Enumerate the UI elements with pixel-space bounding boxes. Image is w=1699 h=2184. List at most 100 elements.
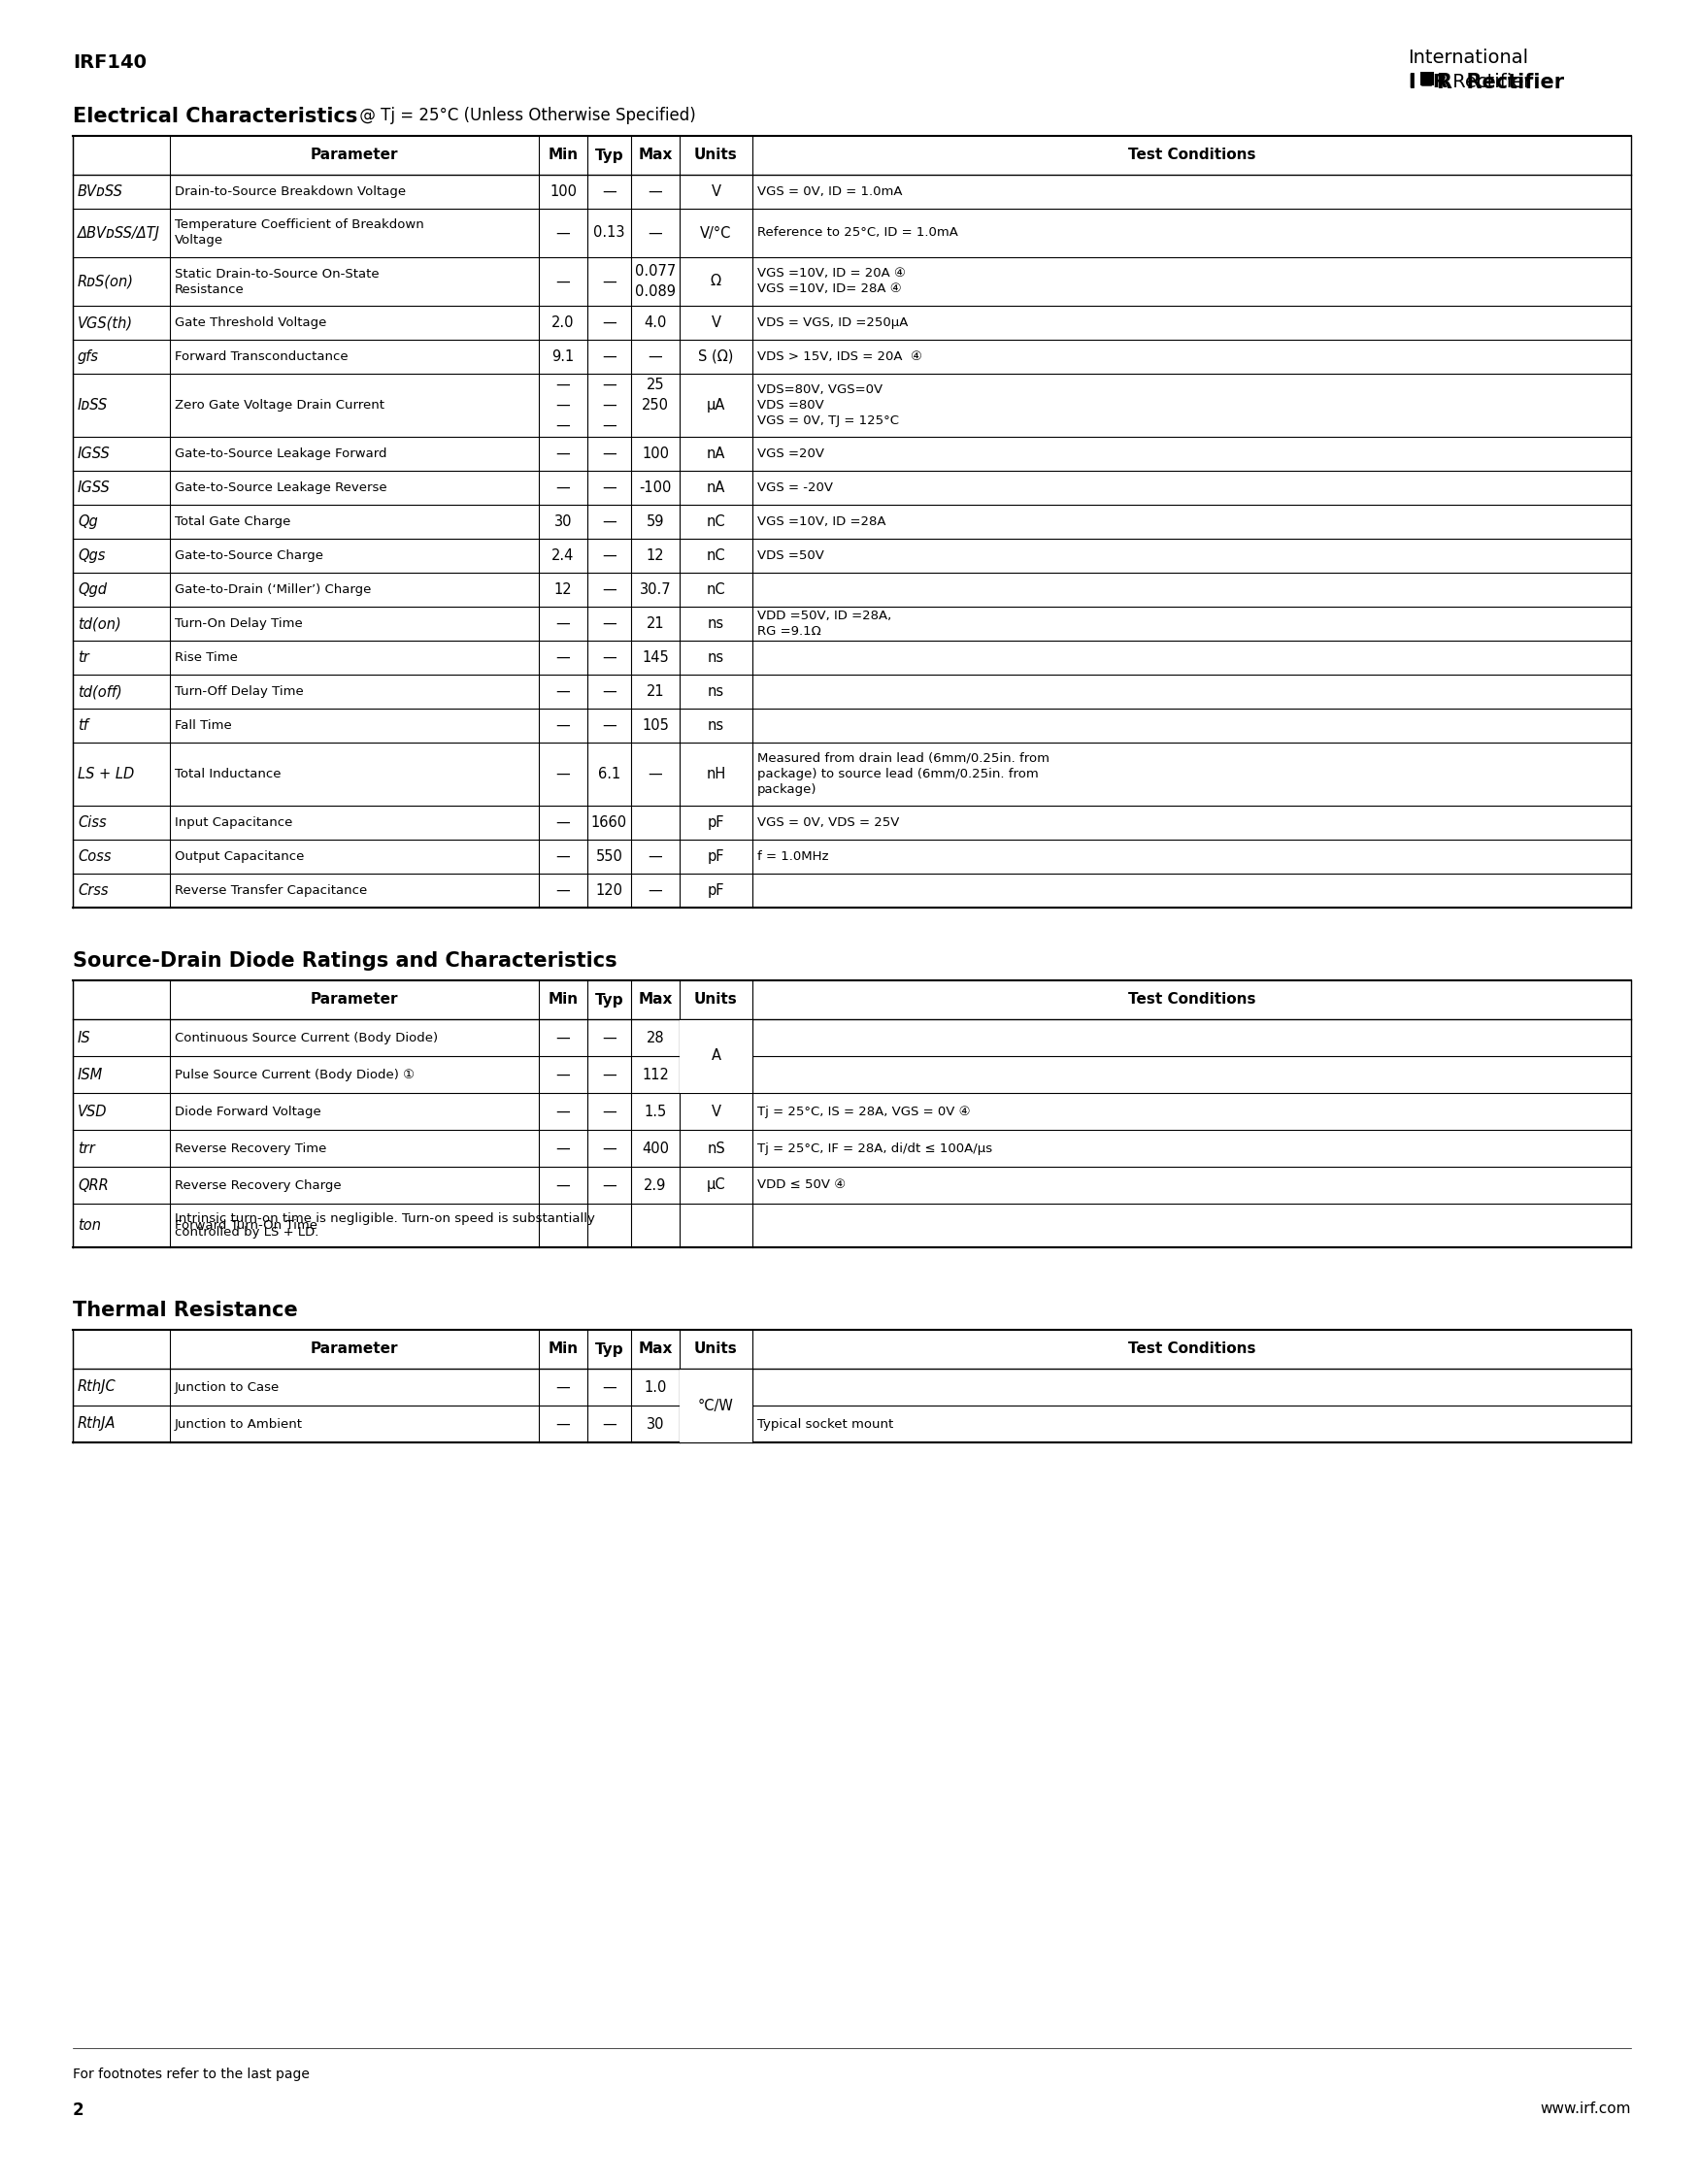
Text: Tj = 25°C, IS = 28A, VGS = 0V ④: Tj = 25°C, IS = 28A, VGS = 0V ④: [758, 1105, 970, 1118]
Text: nC: nC: [707, 515, 725, 529]
Text: V/°C: V/°C: [700, 225, 732, 240]
Text: ΔBVᴅSS/ΔTJ: ΔBVᴅSS/ΔTJ: [78, 225, 160, 240]
Text: Coss: Coss: [78, 850, 110, 865]
Text: VDS =50V: VDS =50V: [758, 550, 824, 561]
Text: Crss: Crss: [78, 882, 109, 898]
Text: RthJA: RthJA: [78, 1417, 116, 1431]
Text: IGSS: IGSS: [78, 480, 110, 496]
Text: VGS(th): VGS(th): [78, 314, 133, 330]
Text: Total Gate Charge: Total Gate Charge: [175, 515, 291, 529]
Text: Fall Time: Fall Time: [175, 719, 231, 732]
Text: 550: 550: [596, 850, 624, 865]
Text: 4.0: 4.0: [644, 314, 666, 330]
Text: 100: 100: [549, 183, 576, 199]
Text: tf: tf: [78, 719, 88, 734]
Text: nA: nA: [707, 446, 725, 461]
Text: 59: 59: [646, 515, 664, 529]
Bar: [680, 1369, 753, 1441]
Text: Static Drain-to-Source On-State
Resistance: Static Drain-to-Source On-State Resistan…: [175, 266, 379, 295]
Text: —: —: [601, 446, 617, 461]
Text: S (Ω): S (Ω): [698, 349, 734, 365]
Text: Total Inductance: Total Inductance: [175, 769, 280, 780]
Text: VDS > 15V, IDS = 20A  ④: VDS > 15V, IDS = 20A ④: [758, 349, 923, 363]
Text: Rectifier: Rectifier: [1446, 72, 1531, 92]
Text: —: —: [601, 1380, 617, 1393]
Text: —: —: [601, 275, 617, 288]
Text: Gate-to-Source Charge: Gate-to-Source Charge: [175, 550, 323, 561]
Text: Gate-to-Drain (‘Miller’) Charge: Gate-to-Drain (‘Miller’) Charge: [175, 583, 372, 596]
Text: —: —: [556, 1417, 571, 1431]
Text: 21: 21: [646, 616, 664, 631]
Text: 2.0: 2.0: [552, 314, 574, 330]
Text: Typ: Typ: [595, 992, 624, 1007]
Bar: [680, 1020, 753, 1092]
Text: IᴅSS: IᴅSS: [78, 397, 109, 413]
Text: —: —: [556, 480, 571, 496]
Text: Forward Transconductance: Forward Transconductance: [175, 349, 348, 363]
Text: Input Capacitance: Input Capacitance: [175, 817, 292, 830]
Text: International: International: [1408, 48, 1529, 68]
Text: 12: 12: [646, 548, 664, 563]
Text: —: —: [556, 767, 571, 782]
Text: Min: Min: [549, 149, 578, 162]
Text: Electrical Characteristics: Electrical Characteristics: [73, 107, 358, 127]
Text: LS + LD: LS + LD: [78, 767, 134, 782]
Text: 100: 100: [642, 446, 669, 461]
Text: www.irf.com: www.irf.com: [1541, 2101, 1631, 2116]
Text: 2.4: 2.4: [552, 548, 574, 563]
Text: Gate-to-Source Leakage Forward: Gate-to-Source Leakage Forward: [175, 448, 387, 461]
Text: V: V: [712, 1105, 720, 1118]
Text: VDS = VGS, ID =250μA: VDS = VGS, ID =250μA: [758, 317, 909, 330]
Text: —: —: [601, 1177, 617, 1192]
Text: Max: Max: [639, 1341, 673, 1356]
Text: 30: 30: [554, 515, 573, 529]
Text: Gate-to-Source Leakage Reverse: Gate-to-Source Leakage Reverse: [175, 480, 387, 494]
Text: Intrinsic turn-on time is negligible. Turn-on speed is substantially
controlled : Intrinsic turn-on time is negligible. Tu…: [175, 1212, 595, 1238]
Text: -100: -100: [639, 480, 671, 496]
Bar: [1420, 72, 1434, 85]
Text: Gate Threshold Voltage: Gate Threshold Voltage: [175, 317, 326, 330]
Text: —: —: [649, 767, 663, 782]
Text: Typical socket mount: Typical socket mount: [758, 1417, 894, 1431]
Text: IS: IS: [78, 1031, 92, 1044]
Text: Max: Max: [639, 149, 673, 162]
Text: 112: 112: [642, 1068, 669, 1081]
Text: Drain-to-Source Breakdown Voltage: Drain-to-Source Breakdown Voltage: [175, 186, 406, 199]
Text: Test Conditions: Test Conditions: [1128, 992, 1256, 1007]
Text: ns: ns: [708, 651, 724, 664]
Text: Junction to Case: Junction to Case: [175, 1380, 280, 1393]
Text: R: R: [1432, 72, 1446, 92]
Text: pF: pF: [707, 850, 724, 865]
Text: 0.13: 0.13: [593, 225, 625, 240]
Text: μC: μC: [707, 1177, 725, 1192]
Text: —: —: [601, 548, 617, 563]
Text: RthJC: RthJC: [78, 1380, 116, 1393]
Text: nS: nS: [707, 1140, 725, 1155]
Text: Test Conditions: Test Conditions: [1128, 1341, 1256, 1356]
Text: —: —: [601, 583, 617, 596]
Text: 1660: 1660: [591, 815, 627, 830]
Text: μA: μA: [707, 397, 725, 413]
Text: Typ: Typ: [595, 149, 624, 162]
Text: A: A: [712, 1031, 720, 1044]
Text: Output Capacitance: Output Capacitance: [175, 850, 304, 863]
Text: VGS = 0V, VDS = 25V: VGS = 0V, VDS = 25V: [758, 817, 899, 830]
Text: —: —: [601, 719, 617, 734]
Text: —: —: [601, 1417, 617, 1431]
Text: Source-Drain Diode Ratings and Characteristics: Source-Drain Diode Ratings and Character…: [73, 952, 617, 970]
Text: —: —: [601, 349, 617, 365]
Text: 400: 400: [642, 1140, 669, 1155]
Text: ns: ns: [708, 684, 724, 699]
Text: —: —: [556, 1068, 571, 1081]
Text: Ω: Ω: [710, 275, 722, 288]
Text: 0.077
0.089: 0.077 0.089: [635, 264, 676, 299]
Text: VDD ≤ 50V ④: VDD ≤ 50V ④: [758, 1179, 846, 1192]
Text: —: —: [556, 651, 571, 664]
Text: Units: Units: [695, 149, 737, 162]
Text: @ Tj = 25°C (Unless Otherwise Specified): @ Tj = 25°C (Unless Otherwise Specified): [355, 107, 697, 124]
Text: QRR: QRR: [78, 1177, 109, 1192]
Text: ns: ns: [708, 719, 724, 734]
Text: VGS = 0V, ID = 1.0mA: VGS = 0V, ID = 1.0mA: [758, 186, 902, 199]
Text: —: —: [649, 225, 663, 240]
Text: Thermal Resistance: Thermal Resistance: [73, 1302, 297, 1319]
